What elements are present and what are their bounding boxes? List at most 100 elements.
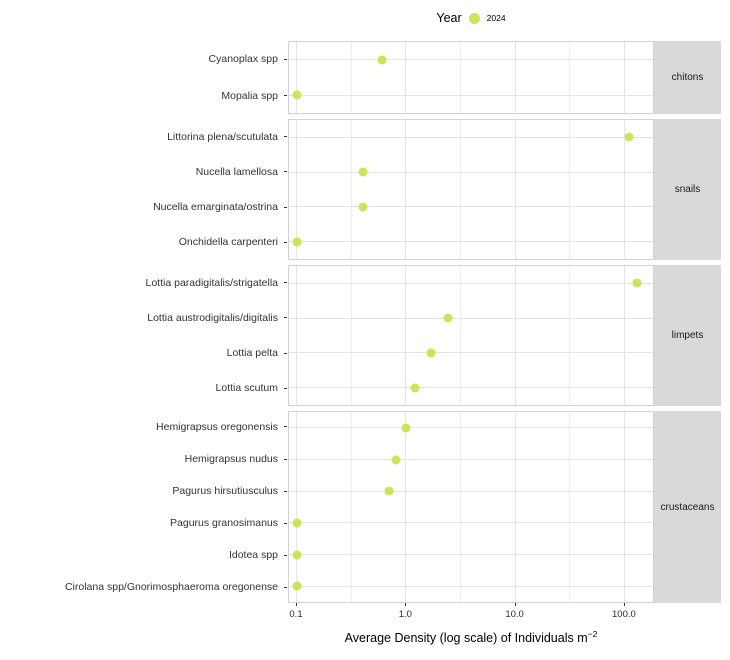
y-axis-tick [284,554,287,556]
gridline-row [289,427,653,429]
facet-row: Littorina plena/scutulata Nucella lamello… [0,119,721,260]
gridline-major [623,42,625,113]
species-label: Pagurus granosimanus [170,517,278,529]
facet-strip: snails [654,119,721,260]
gridline-row [289,206,653,208]
gridline-major [514,120,516,259]
data-point [292,581,302,591]
data-point [358,202,368,212]
gridline-row [289,282,653,284]
data-point [426,348,436,358]
facet-panel [288,411,654,603]
gridline-major [405,42,407,113]
gridline-minor [350,266,352,405]
data-point [632,278,642,288]
legend-point-icon [468,12,480,24]
gridline-row [289,554,653,555]
species-label: Lottia austrodigitalis/digitalis [147,311,278,324]
y-axis-tick [284,352,287,354]
species-label: Cyanoplax spp [208,53,278,66]
y-axis-tick [284,282,287,284]
gridline-row [289,317,653,319]
gridline-major [296,42,297,113]
y-axis-tick [284,95,287,97]
x-axis-tick [623,603,625,606]
species-label: Lottia scutum [215,382,278,395]
legend-item-label: 2024 [486,13,506,23]
y-axis-tick [284,586,287,588]
data-point [401,423,411,433]
data-point [377,55,387,65]
x-tick-label: 100.0 [612,609,636,620]
gridline-row [289,387,653,389]
data-point [292,237,302,247]
facet-strip-label: snails [674,184,701,195]
facet-strip-label: limpets [671,330,704,341]
gridline-minor [569,412,571,602]
y-axis-labels: Hemigrapsus oregonensis Hemigrapsus nudus… [0,411,288,603]
species-label: Pagurus hirsutiusculus [172,485,278,497]
data-point [624,132,634,142]
y-axis-tick [284,317,287,319]
y-axis-tick [284,387,287,389]
gridline-minor [459,120,461,259]
x-axis-title-exponent: −2 [587,629,598,639]
data-point [384,486,394,496]
y-axis-tick [284,522,287,524]
gridline-major [623,412,625,602]
gridline-minor [459,42,461,113]
x-axis-tick [296,603,297,606]
legend: Year 2024 [288,2,654,34]
species-label: Mopalia spp [221,89,278,102]
gridline-row [289,171,653,173]
facet-panel [288,265,654,406]
x-axis-tick [514,603,516,606]
species-label: Lottia paradigitalis/strigatella [145,276,279,289]
y-axis-labels: Littorina plena/scutulata Nucella lamello… [0,119,288,260]
gridline-row [289,459,653,460]
y-axis-tick [284,458,287,460]
species-label: Nucella lamellosa [195,165,278,178]
facet-panel [288,41,654,114]
y-axis-tick [284,136,287,138]
legend-title: Year [436,11,462,25]
gridline-major [296,120,297,259]
data-point [292,90,302,100]
gridline-major [514,266,516,405]
gridline-row [289,94,653,96]
gridline-row [289,522,653,524]
facet-strip-label: chitons [671,72,704,83]
gridline-major [514,412,516,602]
facet-strip: chitons [654,41,721,114]
x-axis-tick [405,603,407,606]
gridline-minor [569,120,571,259]
data-point [292,550,302,559]
species-label: Cirolana spp/Gnorimosphaeroma oregonense [64,581,278,593]
x-axis: Average Density (log scale) of Individua… [0,603,730,658]
facet-strip: crustaceans [654,411,721,603]
x-axis-title: Average Density (log scale) of Individua… [288,629,654,645]
gridline-major [296,266,297,405]
gridline-minor [459,266,461,405]
y-axis-tick [284,58,287,60]
facet-area: Cyanoplax spp Mopalia spp chitons Littorina… [0,41,721,603]
gridline-row [289,585,653,587]
gridline-minor [569,42,571,113]
x-tick-label: 1.0 [398,609,412,620]
species-label: Onchidella carpenteri [178,236,278,249]
gridline-row [289,136,653,138]
gridline-minor [459,412,461,602]
gridline-major [514,42,516,113]
gridline-minor [350,412,352,602]
gridline-minor [569,266,571,405]
y-axis-tick [284,241,287,243]
facet-row: Lottia paradigitalis/strigatella Lottia a… [0,265,721,406]
y-axis-labels: Lottia paradigitalis/strigatella Lottia a… [0,265,288,406]
species-label: Littorina plena/scutulata [167,130,278,143]
gridline-row [289,59,653,61]
facet-panel [288,119,654,260]
gridline-row [289,490,653,492]
gridline-row [289,352,653,354]
y-axis-tick [284,490,287,492]
